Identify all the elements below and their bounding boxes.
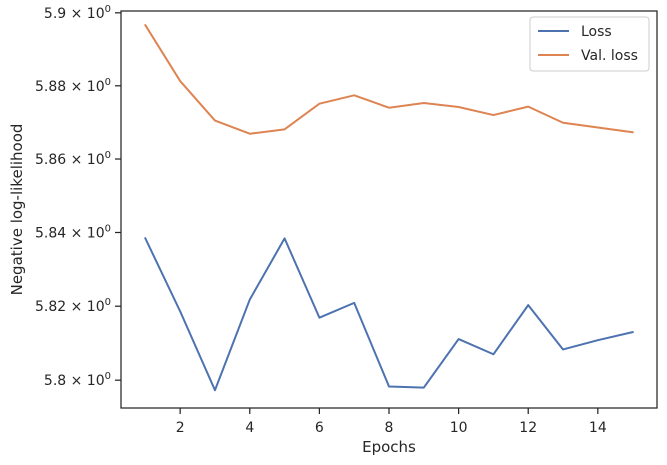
x-tick-label: 6 (315, 420, 324, 436)
legend-label-1: Loss (581, 24, 612, 40)
y-tick-label: 5.88 × 100 (35, 77, 111, 95)
y-tick-label: 5.9 × 100 (44, 4, 111, 22)
series-layer (143, 23, 634, 392)
x-tick-label: 12 (519, 420, 537, 436)
series-line-2 (143, 23, 634, 135)
legend: Loss Val. loss (529, 16, 650, 72)
x-axis: 2 4 6 8 10 12 14 (176, 408, 607, 436)
x-tick-label: 4 (245, 420, 254, 436)
y-tick-label: 5.84 × 100 (35, 223, 111, 241)
x-axis-label: Epochs (362, 438, 416, 456)
y-tick-label: 5.86 × 100 (35, 150, 111, 168)
y-axis-label: Negative log-likelihood (8, 124, 26, 296)
y-axis: 5.8 × 100 5.82 × 100 5.84 × 100 5.86 × 100 5… (35, 4, 121, 389)
y-tick-label: 5.8 × 100 (44, 371, 111, 389)
legend-label-2: Val. loss (581, 48, 638, 64)
x-tick-label: 14 (589, 420, 607, 436)
x-tick-label: 8 (385, 420, 394, 436)
y-tick-label: 5.82 × 100 (35, 297, 111, 315)
x-tick-label: 10 (450, 420, 468, 436)
x-tick-label: 2 (176, 420, 185, 436)
series-line-1 (144, 237, 634, 392)
